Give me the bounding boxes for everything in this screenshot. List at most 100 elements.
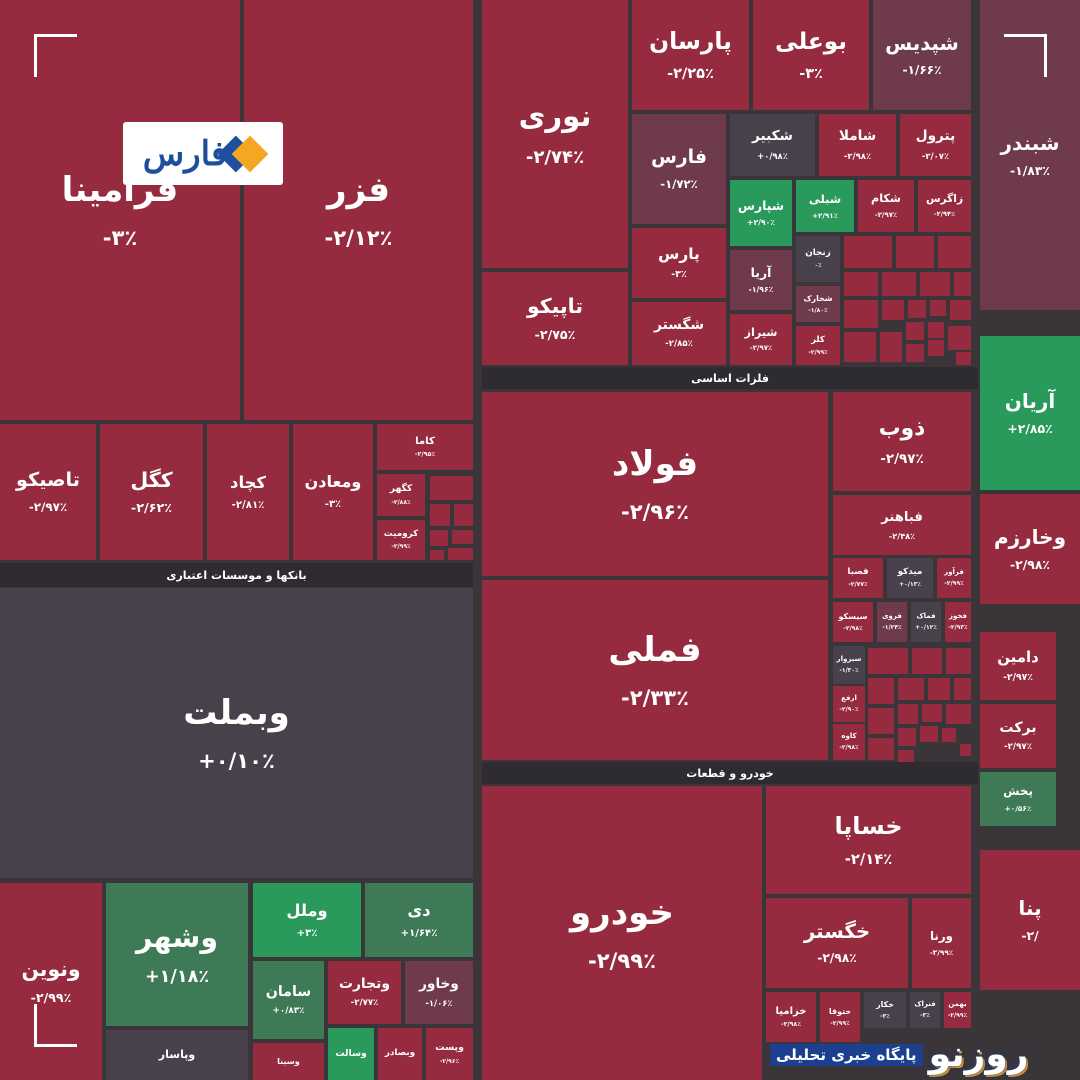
stock-tile: زنجان ۰٪	[796, 236, 840, 282]
minor-tile	[920, 726, 938, 742]
stock-name: وسالت	[335, 1048, 367, 1060]
stock-name: شکام	[871, 192, 901, 206]
stock-change: -۲/۹۶٪	[439, 1057, 460, 1065]
stock-change: -۳٪	[920, 1011, 930, 1019]
stock-name: شبلی	[808, 191, 842, 206]
stock-name: شپدیس	[885, 31, 959, 55]
stock-name: تاپیکو	[526, 294, 584, 319]
stock-tile: وخاور -۱/۰۶٪	[405, 961, 473, 1024]
stock-change: -۲/۶۲٪	[130, 500, 173, 516]
frame-corner	[1004, 34, 1047, 77]
stock-name: خساپا	[834, 811, 903, 840]
stock-change: -۱/۹۶٪	[748, 285, 774, 295]
minor-tile	[430, 530, 448, 546]
minor-tile	[954, 272, 971, 296]
stock-tile: کگل -۲/۶۲٪	[100, 424, 203, 560]
minor-tile	[452, 530, 473, 544]
stock-change: +۲/۹۱٪	[812, 210, 838, 220]
minor-tile	[868, 708, 894, 734]
minor-tile	[882, 272, 916, 296]
stock-tile: خودرو -۲/۹۹٪	[482, 786, 762, 1080]
stock-name: شپارس	[737, 197, 785, 213]
stock-tile: ومعادن -۳٪	[293, 424, 373, 560]
stock-tile: بهمن -۲/۹۹٪	[944, 992, 971, 1028]
stock-name: پارسان	[649, 27, 732, 56]
stock-change: -۳٪	[880, 1012, 890, 1020]
stock-change: -۲/۹۹٪	[830, 1019, 850, 1027]
stock-tile: تاصیکو -۲/۹۷٪	[0, 424, 96, 560]
stock-change: -۲/۹۷٪	[874, 210, 898, 219]
stock-change: -۲/۹۹٪	[30, 990, 72, 1006]
stock-tile: برکت -۲/۹۷٪	[980, 704, 1056, 768]
stock-name: دامین	[997, 647, 1039, 666]
stock-change: -۲/۹۶٪	[621, 499, 689, 525]
stock-change: +۱/۱۸٪	[144, 967, 210, 988]
stock-tile: نوری -۲/۷۴٪	[482, 0, 628, 268]
stock-tile: شکام -۲/۹۷٪	[858, 180, 914, 232]
stock-tile: کچاد -۲/۸۱٪	[207, 424, 289, 560]
stock-change: -۳٪	[324, 498, 342, 510]
minor-tile	[844, 236, 892, 268]
stock-change: +۰/۱۳٪	[899, 581, 921, 589]
stock-change: +۳٪	[296, 927, 318, 939]
stock-name: وتجارت	[339, 976, 390, 993]
minor-tile	[950, 300, 971, 320]
minor-tile	[922, 704, 942, 722]
stock-tile: شاملا -۲/۹۸٪	[819, 114, 896, 176]
minor-tile	[928, 678, 950, 700]
stock-name: شبندر	[1000, 131, 1060, 156]
stock-name: خودرو	[570, 893, 674, 934]
stock-tile: پترول -۲/۰۷٪	[900, 114, 971, 176]
stock-name: کچاد	[230, 472, 266, 492]
stock-tile: فولاد -۲/۹۶٪	[482, 392, 828, 576]
stock-change: -۲/۹۳٪	[948, 623, 968, 631]
stock-tile: فخوز -۲/۹۳٪	[945, 602, 971, 642]
stock-change: -۱/۳۰٪	[839, 666, 859, 674]
minor-tile	[898, 750, 914, 762]
stock-name: کاوه	[841, 732, 857, 741]
stock-tile: شپارس +۲/۹۰٪	[730, 180, 792, 246]
stock-name: پخش	[1003, 784, 1033, 799]
minor-tile	[946, 648, 971, 674]
stock-change: -۱/۸۰٪	[808, 306, 828, 314]
stock-name: آریا	[750, 264, 772, 280]
stock-tile: شپدیس -۱/۶۶٪	[873, 0, 971, 110]
stock-name: خکار	[876, 999, 894, 1009]
stock-tile: سامان +۰/۸۳٪	[253, 961, 324, 1039]
stock-tile: شخارک -۱/۸۰٪	[796, 286, 840, 322]
stock-change: ۰٪	[814, 262, 822, 270]
stock-tile: فصبا -۲/۷۷٪	[833, 558, 883, 598]
stock-change: -۲/۹۷٪	[880, 450, 924, 467]
stock-change: -۲/۹۸٪	[1010, 557, 1050, 573]
minor-tile	[448, 548, 473, 560]
stock-change: -۱/۷۲٪	[660, 176, 698, 191]
stock-tile: سبزوار -۱/۳۰٪	[833, 646, 865, 684]
minor-tile	[454, 504, 473, 526]
minor-tile	[906, 344, 924, 362]
stock-tile: کاوه -۲/۹۸٪	[833, 724, 865, 760]
fars-icon	[231, 135, 269, 172]
stock-change: -۲/۹۸٪	[843, 624, 863, 632]
stock-tile: ونوین -۲/۹۹٪	[0, 883, 102, 1080]
stock-name: شخارک	[803, 293, 833, 303]
stock-name: شکبیر	[752, 128, 793, 145]
stock-change: -۲/۹۹٪	[944, 579, 964, 587]
minor-tile	[928, 322, 944, 338]
stock-change: -۲/۷۴٪	[525, 147, 585, 169]
stock-name: زاگرس	[925, 192, 964, 205]
rooznoo-name: روزنو	[928, 1034, 1029, 1075]
stock-tile: فارس -۱/۷۲٪	[632, 114, 726, 224]
stock-name: وسینا	[277, 1056, 300, 1067]
stock-name: خگستر	[803, 919, 871, 943]
minor-tile	[898, 678, 924, 700]
stock-name: ومعادن	[304, 472, 362, 492]
stock-name: شیراز	[744, 325, 778, 339]
stock-tile: ختوقا -۲/۹۹٪	[820, 992, 860, 1042]
stock-name: خزامیا	[775, 1005, 807, 1017]
stock-change: -۲/۹۹٪	[808, 348, 828, 356]
stock-tile: خکار -۳٪	[864, 992, 906, 1028]
stock-tile: خساپا -۲/۱۴٪	[766, 786, 971, 894]
minor-tile	[930, 300, 946, 316]
minor-tile	[868, 678, 894, 704]
stock-name: سامان	[265, 983, 312, 1000]
